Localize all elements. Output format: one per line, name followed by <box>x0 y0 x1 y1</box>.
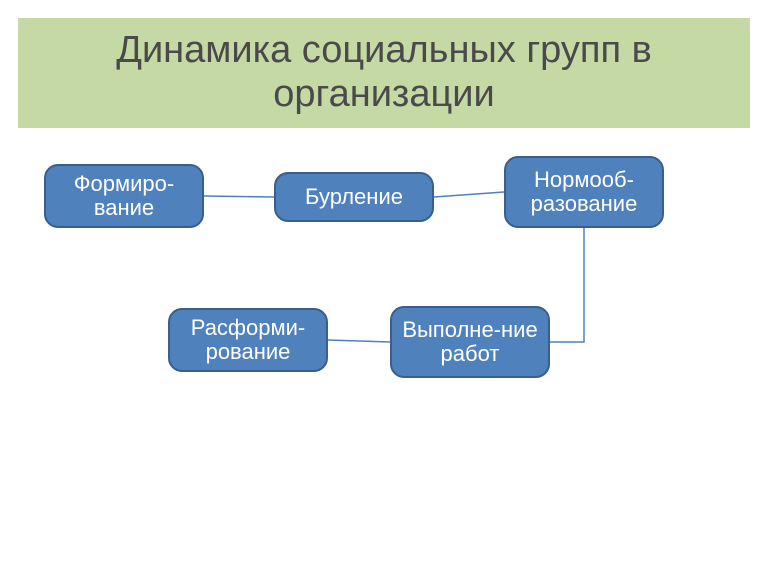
node-label: Нормооб-разование <box>514 168 654 216</box>
slide: Динамика социальных групп в организации … <box>0 0 768 576</box>
node-label: Расформи-рование <box>178 316 318 364</box>
page-title: Динамика социальных групп в организации <box>18 29 750 116</box>
node-label: Бурление <box>305 185 403 209</box>
node-storming: Бурление <box>274 172 434 222</box>
node-formation: Формиро-вание <box>44 164 204 228</box>
node-label: Выполне-ние работ <box>400 318 540 366</box>
title-band: Динамика социальных групп в организации <box>18 18 750 128</box>
node-label: Формиро-вание <box>54 172 194 220</box>
node-norming: Нормооб-разование <box>504 156 664 228</box>
node-adjourning: Расформи-рование <box>168 308 328 372</box>
node-performing: Выполне-ние работ <box>390 306 550 378</box>
